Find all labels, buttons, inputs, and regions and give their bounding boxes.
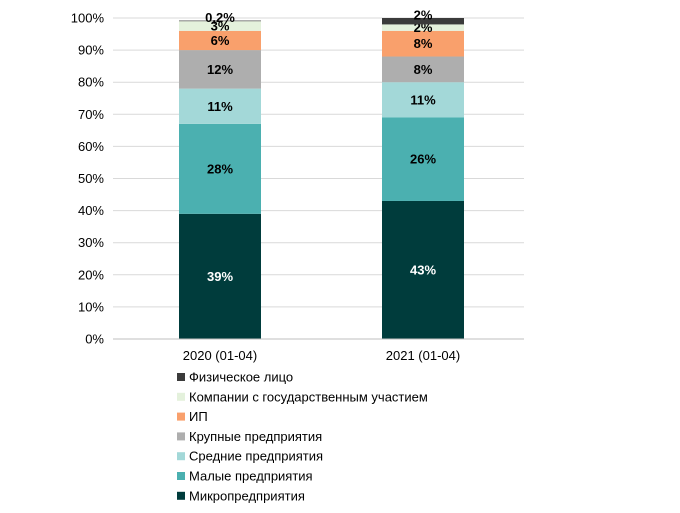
bar-segment <box>382 56 464 83</box>
data-label: 43% <box>410 262 436 277</box>
bar-segment <box>382 18 464 25</box>
legend-label: Крупные предприятия <box>189 429 322 444</box>
legend-swatch <box>177 472 185 480</box>
legend-label: Микропредприятия <box>189 488 305 503</box>
bar-segment <box>382 82 464 118</box>
y-tick-label: 100% <box>71 11 105 26</box>
bar-segment <box>179 21 261 31</box>
legend-label: Физическое лицо <box>189 370 293 385</box>
data-label: 26% <box>410 152 436 167</box>
legend-swatch <box>177 452 185 461</box>
legend-label: ИП <box>189 409 208 424</box>
y-tick-label: 0% <box>85 332 104 347</box>
axes: 0% 10% 20% 30% 40% 50% 60% 70% 80% 90% 100% 2020 (0… <box>71 11 524 363</box>
legend: Физическое лицо Компании с государственны… <box>177 370 428 503</box>
legend-label: Компании с государственным участием <box>189 389 428 404</box>
bar-stack: 39% 28% 11% 12% 6%3%0,2% <box>179 10 261 339</box>
y-tick-label: 30% <box>78 235 104 250</box>
bar-segment <box>382 200 464 339</box>
legend-label: Средние предприятия <box>189 449 323 464</box>
bar-segment <box>179 213 261 339</box>
x-category-label: 2021 (01-04) <box>386 348 460 363</box>
data-label: 6% <box>211 33 230 48</box>
bar-stack: 43%26%11%8%8%2%2% <box>382 8 464 339</box>
y-tick-label: 90% <box>78 43 104 58</box>
legend-swatch <box>177 432 185 441</box>
legend-swatch <box>177 373 185 381</box>
data-label: 3% <box>211 19 230 34</box>
bar-segment <box>179 123 261 214</box>
legend-item: ИП <box>177 409 208 424</box>
data-label: 39% <box>207 269 233 284</box>
legend-item: Физическое лицо <box>177 370 293 385</box>
bar-segment <box>179 20 261 22</box>
data-label: 28% <box>207 161 233 176</box>
bar-segment <box>179 30 261 51</box>
y-tick-label: 20% <box>78 267 104 282</box>
bar-segment <box>179 50 261 89</box>
legend-item: Малые предприятия <box>177 469 313 484</box>
legend-item: Крупные предприятия <box>177 429 322 444</box>
bar-segment <box>382 24 464 31</box>
legend-swatch <box>177 412 185 421</box>
data-label: 8% <box>414 62 433 77</box>
legend-item: Компании с государственным участием <box>177 389 428 404</box>
legend-item: Средние предприятия <box>177 449 323 464</box>
x-category-label: 2020 (01-04) <box>183 348 257 363</box>
data-label: 2% <box>414 8 433 23</box>
y-tick-label: 40% <box>78 203 104 218</box>
data-label: 11% <box>207 99 233 114</box>
y-tick-label: 50% <box>78 171 104 186</box>
legend-swatch <box>177 392 185 401</box>
data-label: 8% <box>414 36 433 51</box>
legend-swatch <box>177 491 185 500</box>
bar-segment <box>382 117 464 201</box>
y-tick-label: 60% <box>78 139 104 154</box>
data-label: 11% <box>410 92 436 107</box>
y-tick-label: 70% <box>78 107 104 122</box>
data-label: 0,2% <box>205 10 235 25</box>
bar-stacks: 39%28%11%12%6%3%0,2%43%26%11%8%8%2%2% <box>179 8 464 339</box>
bar-segment <box>382 30 464 57</box>
y-tick-label: 80% <box>78 75 104 90</box>
legend-item: Микропредприятия <box>177 488 305 503</box>
legend-label: Малые предприятия <box>189 469 313 484</box>
y-tick-label: 10% <box>78 299 104 314</box>
data-label: 12% <box>207 62 233 77</box>
bar-segment <box>179 88 261 124</box>
